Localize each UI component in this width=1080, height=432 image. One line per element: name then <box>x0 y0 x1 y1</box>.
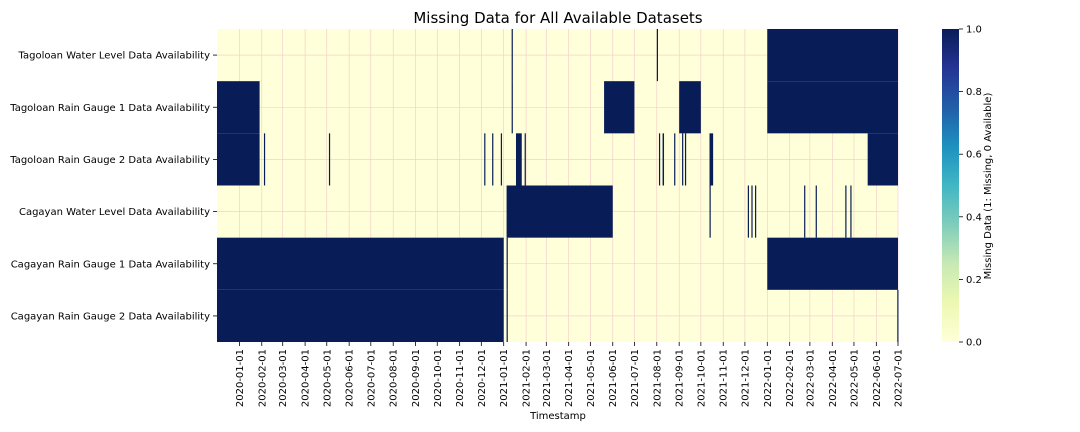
missing-cell <box>524 133 526 186</box>
colorbar-tick-label: 0.8 <box>966 87 982 98</box>
missing-cell <box>767 81 898 134</box>
missing-cell <box>328 133 331 186</box>
missing-cell <box>484 133 486 186</box>
colorbar-gradient <box>942 29 959 342</box>
missing-cell <box>850 185 852 238</box>
x-tick-label: 2022-05-01 <box>849 349 860 407</box>
x-tick-label: 2020-10-01 <box>433 349 444 407</box>
missing-cell <box>674 133 676 186</box>
x-tick-label: 2021-10-01 <box>696 349 707 407</box>
x-tick-label: 2022-07-01 <box>894 349 905 407</box>
x-tick-label: 2020-09-01 <box>411 349 422 407</box>
row-label: Tagoloan Rain Gauge 1 Data Availability <box>9 103 210 114</box>
missing-cell <box>682 133 684 186</box>
x-tick-label: 2022-04-01 <box>828 349 839 407</box>
row-label: Cagayan Rain Gauge 2 Data Availability <box>11 311 210 322</box>
x-tick-label: 2020-01-01 <box>235 349 246 407</box>
x-tick-label: 2021-07-01 <box>630 349 641 407</box>
colorbar: 0.0 0.2 0.4 0.6 0.8 1.0 <box>942 25 982 349</box>
missing-cell <box>506 237 508 290</box>
x-tick-label: 2020-05-01 <box>322 349 333 407</box>
x-tick-label: 2021-09-01 <box>675 349 686 407</box>
missing-cell <box>511 29 513 82</box>
x-tick-label: 2020-06-01 <box>345 349 356 407</box>
x-tick-label: 2021-05-01 <box>586 349 597 407</box>
missing-cell <box>500 133 503 186</box>
missing-cell <box>867 133 898 186</box>
missing-cell <box>217 81 260 134</box>
chart-title: Missing Data for All Available Datasets <box>413 9 702 27</box>
x-tick-label: 2021-04-01 <box>564 349 575 407</box>
missing-cell <box>263 133 266 186</box>
missing-cell <box>897 289 899 342</box>
plot-area <box>217 29 899 342</box>
missing-cell <box>804 185 806 238</box>
missing-cell <box>511 81 513 134</box>
colorbar-tick-label: 1.0 <box>966 25 982 36</box>
x-tick-label: 2022-03-01 <box>805 349 816 407</box>
x-tick-label: 2020-02-01 <box>257 349 268 407</box>
x-tick-label: 2020-03-01 <box>278 349 289 407</box>
missing-cell <box>747 185 749 238</box>
row-labels: Tagoloan Water Level Data Availability Ta… <box>9 51 217 322</box>
missing-cell <box>815 185 817 238</box>
missing-cell <box>767 29 898 82</box>
missing-cell <box>755 185 757 238</box>
missing-cell <box>709 133 714 186</box>
missing-cell <box>515 133 522 186</box>
x-tick-label: 2020-07-01 <box>366 349 377 407</box>
x-tick-label: 2021-01-01 <box>499 349 510 407</box>
missing-cell <box>662 133 665 186</box>
x-tick-label: 2021-12-01 <box>740 349 751 407</box>
x-tick-label: 2021-02-01 <box>522 349 533 407</box>
colorbar-tick-label: 0.4 <box>966 212 982 223</box>
x-tick-label: 2021-11-01 <box>719 349 730 407</box>
missing-cell <box>767 237 898 290</box>
missing-cell <box>684 133 687 186</box>
x-tick-label: 2020-12-01 <box>477 349 488 407</box>
row-label: Cagayan Rain Gauge 1 Data Availability <box>11 259 210 270</box>
row-label: Tagoloan Water Level Data Availability <box>18 51 211 62</box>
missing-cell <box>217 237 504 290</box>
x-axis-label: Timestamp <box>529 411 586 422</box>
heatmap-cells <box>217 29 899 342</box>
colorbar-tick-label: 0.2 <box>966 275 982 286</box>
colorbar-tick-label: 0.0 <box>966 338 982 349</box>
x-tick-label: 2020-08-01 <box>389 349 400 407</box>
x-tick-label: 2022-06-01 <box>872 349 883 407</box>
x-tick-label: 2020-04-01 <box>301 349 312 407</box>
x-tick-label: 2022-01-01 <box>763 349 774 407</box>
missing-cell <box>845 185 847 238</box>
x-tick-label: 2022-02-01 <box>785 349 796 407</box>
colorbar-tick-label: 0.6 <box>966 150 982 161</box>
x-tick-label: 2021-08-01 <box>652 349 663 407</box>
x-tick-label: 2020-11-01 <box>455 349 466 407</box>
colorbar-label: Missing Data (1: Missing, 0 Available) <box>983 93 994 280</box>
x-tick-label: 2021-06-01 <box>608 349 619 407</box>
missing-cell <box>709 185 711 238</box>
row-label: Cagayan Water Level Data Availability <box>19 207 210 218</box>
missing-cell <box>506 289 508 342</box>
x-tick-label: 2021-03-01 <box>542 349 553 407</box>
missing-cell <box>751 185 753 238</box>
missing-cell <box>217 133 260 186</box>
missing-cell <box>217 289 504 342</box>
missing-cell <box>656 29 658 82</box>
missing-cell <box>679 81 701 134</box>
missing-cell <box>506 185 613 238</box>
missing-cell <box>604 81 635 134</box>
missing-cell <box>658 133 661 186</box>
row-label: Tagoloan Rain Gauge 2 Data Availability <box>9 155 210 166</box>
missing-cell <box>492 133 494 186</box>
x-axis: 2020-01-01 2020-02-01 2020-03-01 2020-04-01… <box>235 342 905 407</box>
